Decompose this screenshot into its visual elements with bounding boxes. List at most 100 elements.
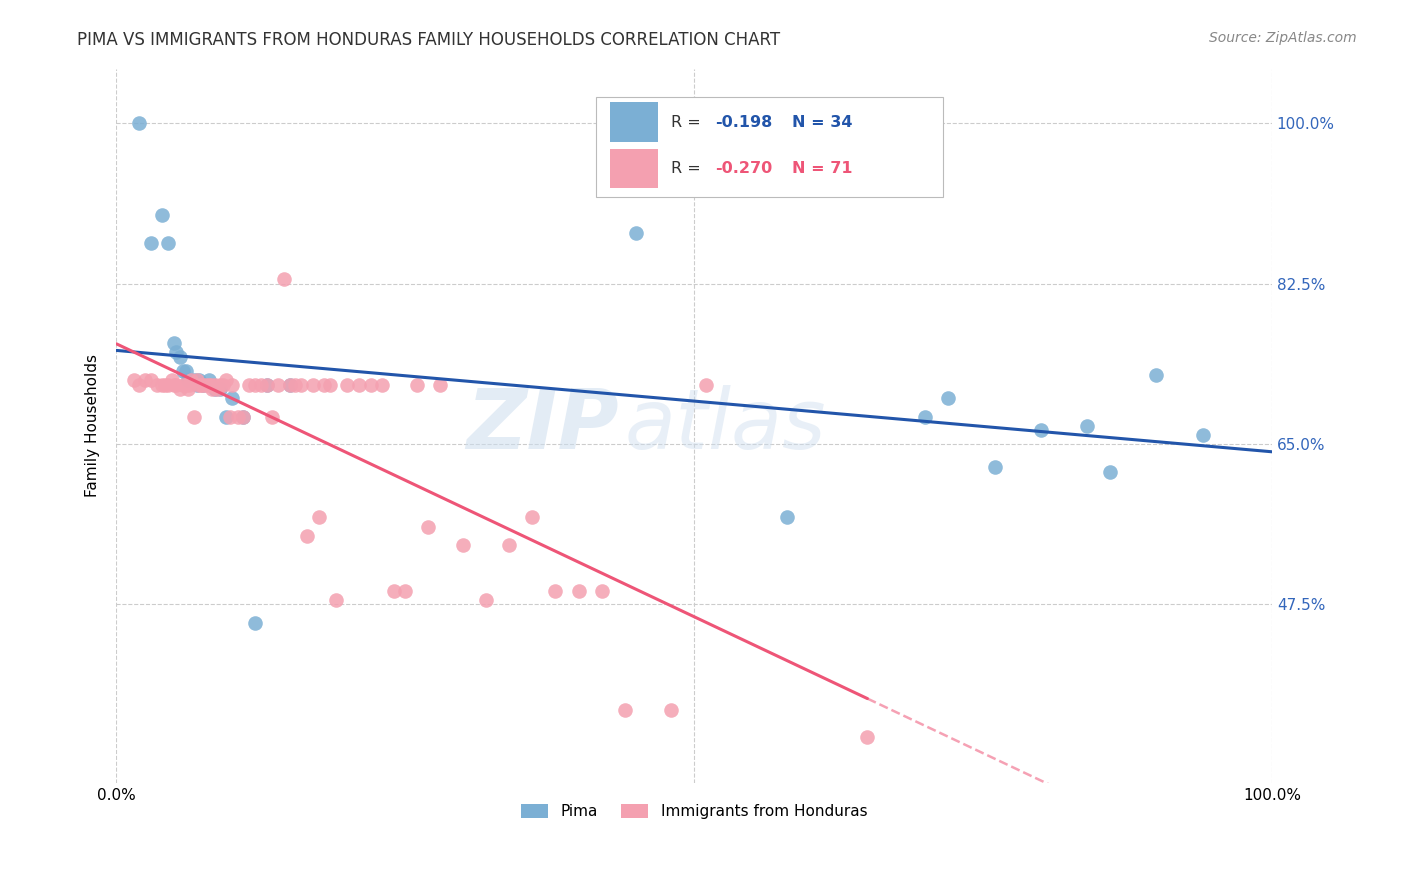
Point [1076, 418, 1098, 433]
Point [122, 373, 145, 387]
FancyBboxPatch shape [610, 149, 658, 188]
Point [278, 377, 301, 392]
Point [301, 377, 323, 392]
Point [163, 377, 186, 392]
Text: Source: ZipAtlas.com: Source: ZipAtlas.com [1209, 31, 1357, 45]
Point [613, 703, 636, 717]
Point [160, 373, 183, 387]
FancyBboxPatch shape [610, 103, 658, 142]
Point [238, 377, 260, 392]
Point [215, 409, 238, 424]
Point [165, 345, 187, 359]
Point [371, 377, 394, 392]
Point [544, 583, 567, 598]
Point [336, 377, 359, 392]
Point [405, 377, 427, 392]
Point [243, 615, 266, 630]
Point [232, 409, 254, 424]
Point [360, 377, 382, 392]
Point [177, 373, 200, 387]
Text: R =: R = [671, 161, 706, 176]
Point [347, 377, 370, 392]
Point [153, 377, 176, 392]
Point [205, 382, 228, 396]
Point [128, 116, 150, 130]
Point [267, 377, 290, 392]
Point [188, 377, 211, 392]
Point [856, 730, 879, 744]
Point [152, 377, 174, 392]
Point [278, 377, 301, 392]
Text: -0.198: -0.198 [714, 114, 772, 129]
Point [394, 583, 416, 598]
Point [172, 377, 194, 392]
Point [290, 377, 312, 392]
Point [418, 519, 440, 533]
Point [163, 336, 186, 351]
Point [157, 377, 180, 392]
Point [174, 364, 197, 378]
Point [180, 373, 202, 387]
Point [262, 409, 284, 424]
Point [157, 235, 180, 250]
Point [1029, 423, 1052, 437]
Point [626, 227, 648, 241]
Point [325, 592, 347, 607]
Point [145, 377, 167, 392]
Point [180, 373, 202, 387]
Point [139, 235, 162, 250]
Point [319, 377, 342, 392]
Point [1191, 428, 1213, 442]
Point [184, 373, 207, 387]
Point [914, 409, 936, 424]
Point [200, 377, 222, 392]
Point [695, 377, 717, 392]
Point [659, 703, 682, 717]
Point [498, 538, 520, 552]
Point [172, 364, 194, 378]
Point [152, 208, 174, 222]
Point [191, 377, 214, 392]
Point [775, 510, 797, 524]
Point [522, 510, 544, 524]
Point [256, 377, 278, 392]
Point [177, 382, 200, 396]
Point [165, 377, 187, 392]
Point [169, 382, 191, 396]
Point [314, 377, 336, 392]
Text: R =: R = [671, 114, 706, 129]
Text: N = 34: N = 34 [793, 114, 853, 129]
Point [226, 409, 249, 424]
Point [983, 460, 1005, 475]
Point [195, 377, 218, 392]
Point [382, 583, 405, 598]
Point [201, 382, 224, 396]
Point [232, 409, 254, 424]
Point [1144, 368, 1167, 383]
Point [273, 272, 295, 286]
Point [451, 538, 474, 552]
Text: atlas: atlas [624, 385, 827, 467]
Point [567, 583, 589, 598]
Point [209, 382, 232, 396]
Text: ZIP: ZIP [467, 385, 619, 467]
Point [139, 373, 162, 387]
Point [429, 377, 451, 392]
Point [221, 377, 243, 392]
Point [218, 409, 240, 424]
Point [204, 382, 226, 396]
Point [197, 373, 219, 387]
Point [215, 373, 238, 387]
Point [188, 373, 211, 387]
Point [191, 377, 214, 392]
Text: PIMA VS IMMIGRANTS FROM HONDURAS FAMILY HOUSEHOLDS CORRELATION CHART: PIMA VS IMMIGRANTS FROM HONDURAS FAMILY … [77, 31, 780, 49]
Point [936, 392, 959, 406]
Point [186, 373, 208, 387]
Point [204, 377, 226, 392]
Point [190, 377, 212, 392]
Point [475, 592, 498, 607]
Point [186, 377, 208, 392]
Point [256, 377, 278, 392]
Legend: Pima, Immigrants from Honduras: Pima, Immigrants from Honduras [515, 797, 873, 825]
Point [209, 377, 232, 392]
